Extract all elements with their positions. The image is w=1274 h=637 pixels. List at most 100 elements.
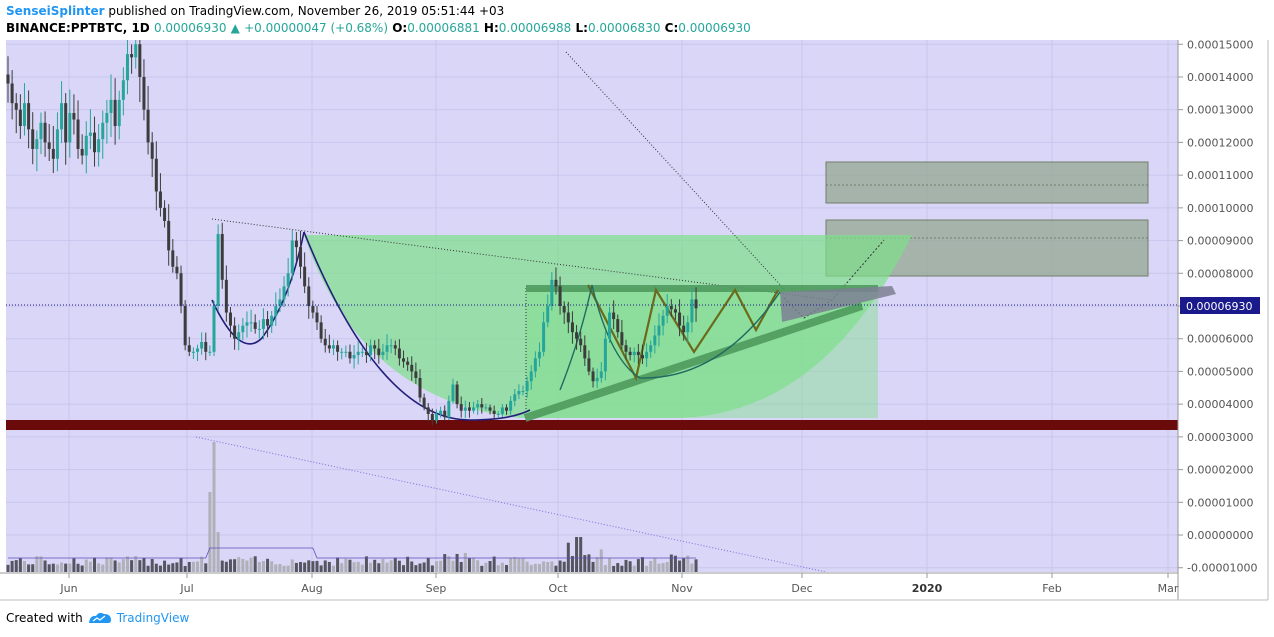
candle-body (369, 345, 373, 356)
price-tick-label: 0.00009000 (1187, 235, 1253, 248)
candle-body (39, 122, 43, 140)
candle-body (241, 325, 245, 333)
volume-bar (196, 561, 200, 572)
volume-bar (27, 564, 31, 572)
candle-body (525, 381, 529, 392)
footer: Created with TradingView (6, 611, 189, 625)
volume-bar (513, 557, 517, 572)
volume-bar (451, 560, 455, 572)
volume-bar (245, 560, 249, 572)
volume-bar (55, 564, 59, 572)
volume-bar (414, 565, 418, 572)
volume-bar (179, 558, 183, 572)
candle-body (682, 325, 686, 333)
volume-bar (121, 559, 125, 572)
candle-body (109, 99, 113, 113)
volume-bar (253, 556, 257, 572)
candle-body (27, 103, 31, 130)
candle-body (356, 351, 360, 356)
time-tick-label: Aug (301, 582, 322, 595)
teal-curve (559, 284, 781, 391)
volume-bar (678, 560, 682, 572)
candle-body (212, 306, 216, 352)
price-tick-label: 0.00006000 (1187, 333, 1253, 346)
volume-bar (72, 558, 76, 572)
volume-bar (60, 562, 64, 572)
volume-bar (158, 565, 162, 572)
low-label: L: (575, 21, 588, 35)
publish-header: SenseiSplinter published on TradingView.… (6, 4, 504, 18)
tradingview-link[interactable]: TradingView (116, 611, 190, 625)
candle-body (175, 266, 179, 274)
volume-bar (608, 558, 612, 572)
volume-bar (146, 565, 150, 572)
volume-bar (628, 561, 632, 572)
candle-body (249, 322, 253, 324)
gray-channel (780, 286, 896, 322)
volume-bar (521, 558, 525, 572)
price-tick-label: -0.00001000 (1187, 562, 1257, 575)
volume-bar (88, 561, 92, 572)
volume-bar (550, 561, 554, 572)
created-with-label: Created with (6, 611, 83, 625)
candle-body (228, 312, 232, 326)
candle-body (661, 315, 665, 326)
candle-body (579, 338, 583, 346)
candle-body (311, 306, 315, 313)
author-link[interactable]: SenseiSplinter (6, 4, 105, 18)
volume-bar (496, 565, 500, 572)
volume-bar (587, 554, 591, 572)
candle-body (467, 407, 471, 411)
volume-bar (233, 559, 237, 572)
open-label: O: (392, 21, 408, 35)
volume-bar (51, 563, 55, 572)
candle-body (616, 319, 620, 333)
volume-bar (270, 561, 274, 572)
volume-bar (599, 549, 603, 572)
volume-bar (167, 564, 171, 572)
price-tick-label: 0.00011000 (1187, 169, 1253, 182)
time-axis[interactable]: Jun Jul Aug Sep Oct Nov Dec 2020 Feb Mar (59, 573, 1179, 595)
candle-body (64, 103, 68, 143)
candle-body (360, 351, 364, 353)
candle-body (570, 322, 574, 333)
candle-body (84, 135, 88, 156)
price-axis[interactable]: 0.00015000 0.00014000 0.00013000 0.00012000… (1178, 38, 1257, 575)
volume-bar (266, 558, 270, 572)
volume-bar (175, 562, 179, 572)
candle-body (208, 351, 212, 353)
volume-bar (113, 560, 117, 572)
candle-body (410, 364, 414, 372)
volume-bar (517, 558, 521, 572)
volume-bar (356, 561, 360, 572)
volume-bar (84, 559, 88, 572)
volume-bar (93, 557, 97, 572)
candle-body (72, 112, 76, 120)
volume-bar (397, 560, 401, 572)
candle-body (97, 139, 101, 153)
volume-bar (241, 558, 245, 572)
volume-bar (257, 562, 261, 572)
volume-bar (579, 537, 583, 572)
candle-body (669, 306, 673, 310)
candle-body (348, 351, 352, 359)
volume-bar (575, 537, 579, 572)
time-tick-label: Sep (426, 582, 447, 595)
volume-bar (14, 560, 18, 572)
candle-body (566, 312, 570, 323)
symbol-label[interactable]: BINANCE:PPTBTC, 1D (6, 21, 150, 35)
volume-bar (542, 561, 546, 572)
price-tick-label: 0.00012000 (1187, 136, 1253, 149)
low-value: 0.00006830 (587, 21, 661, 35)
volume-bar (117, 562, 121, 572)
volume-bar (64, 563, 68, 572)
candle-body (327, 345, 331, 349)
candle-body (121, 80, 125, 100)
volume-bar (299, 562, 303, 572)
candle-body (125, 54, 129, 81)
candle-body (426, 407, 430, 414)
candle-body (422, 397, 426, 408)
volume-bar (97, 563, 101, 572)
volume-bar (455, 553, 459, 572)
